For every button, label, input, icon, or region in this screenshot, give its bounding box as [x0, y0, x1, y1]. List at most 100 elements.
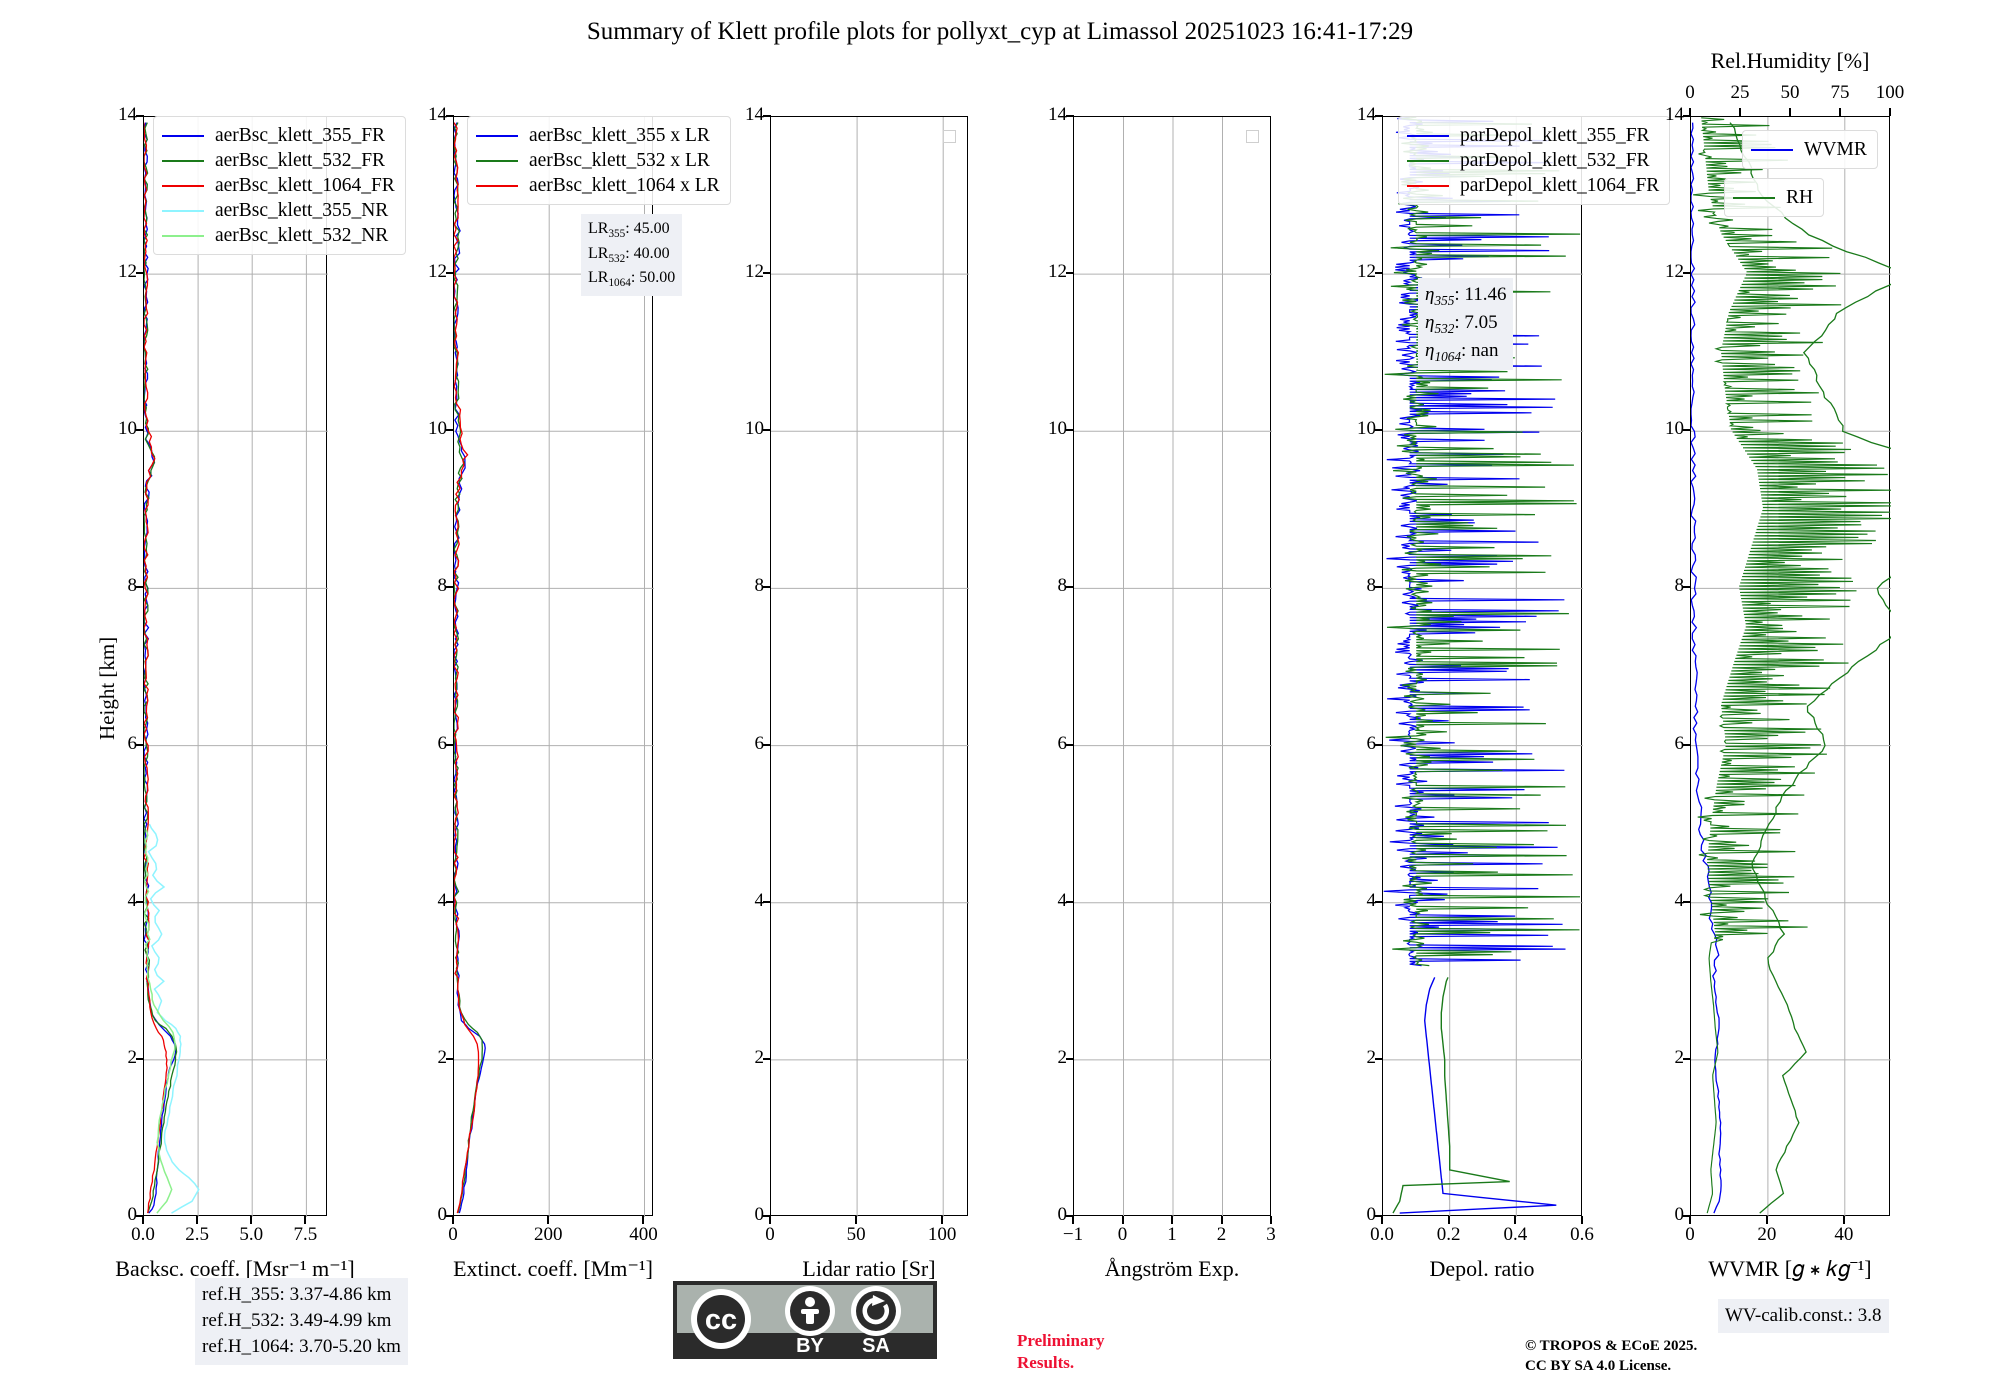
y-tick-label: 2: [754, 1046, 765, 1068]
x-tick-label: 20: [1757, 1224, 1777, 1245]
y-tick-label: 14: [745, 104, 764, 125]
annotation-value: : 7.05: [1454, 312, 1498, 334]
y-tick-label: 4: [437, 889, 448, 911]
legend-depolarization[interactable]: parDepol_klett_355_FR parDepol_klett_532_…: [1398, 116, 1671, 205]
legend-item-depolarization-0[interactable]: parDepol_klett_355_FR: [1407, 123, 1659, 148]
y-tick-label: 10: [428, 418, 447, 440]
legend-item-depolarization-2[interactable]: parDepol_klett_1064_FR: [1407, 173, 1659, 198]
legend-line-swatch: [1733, 196, 1775, 199]
y-tick-mark: [763, 1215, 771, 1217]
y-tick-label: 12: [745, 261, 764, 283]
legend-extinction[interactable]: aerBsc_klett_355 x LR aerBsc_klett_532 x …: [467, 116, 731, 205]
y-tick-mark: [1066, 272, 1074, 275]
y-tick-label: 0: [1674, 1204, 1685, 1225]
legend-item-backscatter-0[interactable]: aerBsc_klett_355_FR: [162, 123, 395, 148]
annotation-symbol: LR532: [588, 244, 626, 265]
legend-label: aerBsc_klett_355_FR: [215, 124, 386, 146]
legend-item-extinction-2[interactable]: aerBsc_klett_1064 x LR: [476, 173, 720, 198]
legend-item-extinction-1[interactable]: aerBsc_klett_532 x LR: [476, 148, 720, 173]
empty-legend-marker[interactable]: [1246, 130, 1259, 143]
wv-calib-text: WV-calib.const.: 3.8: [1725, 1305, 1882, 1326]
annotation-value: : 45.00: [625, 220, 670, 237]
y-tick-label: 2: [437, 1046, 448, 1068]
y-tick-mark: [1683, 1057, 1691, 1060]
y-tick-label: 8: [437, 575, 448, 597]
preliminary-results-note: Preliminary Results.: [1017, 1330, 1105, 1375]
x-tick-mark: [769, 1216, 771, 1224]
y-tick-mark: [763, 429, 771, 432]
x-tick-mark: [941, 1216, 944, 1224]
legend-line-swatch: [1407, 184, 1449, 187]
legend-wvmr-rh[interactable]: WVMR: [1742, 130, 1878, 169]
legend-item-backscatter-2[interactable]: aerBsc_klett_1064_FR: [162, 173, 395, 198]
y-tick-mark: [1375, 586, 1383, 589]
y-tick-mark: [1375, 115, 1383, 117]
y-tick-mark: [136, 272, 144, 275]
x-tick-label: 3: [1266, 1224, 1276, 1245]
top-tick-mark: [1689, 108, 1691, 116]
legend-label: aerBsc_klett_355 x LR: [529, 124, 710, 146]
copyright-box-line-0: © TROPOS & ECoE 2025.: [1525, 1338, 1698, 1354]
y-tick-label: 8: [754, 575, 765, 597]
x-tick-mark: [1270, 1216, 1272, 1224]
y-tick-label: 0: [127, 1204, 138, 1225]
plot-svg-backscatter: [144, 117, 328, 1217]
legend-line-swatch: [1407, 159, 1449, 162]
legend-item-backscatter-4[interactable]: aerBsc_klett_532_NR: [162, 223, 395, 248]
annotation-line: LR355: 45.00: [588, 218, 675, 243]
y-tick-label: 4: [754, 889, 765, 911]
y-tick-mark: [136, 743, 144, 746]
y-tick-label: 14: [118, 104, 137, 125]
x-tick-label: 0.4: [1503, 1224, 1528, 1245]
x-tick-mark: [642, 1216, 645, 1224]
y-tick-mark: [1683, 429, 1691, 432]
page-title: Summary of Klett profile plots for polly…: [586, 18, 1414, 45]
legend-item-wvmr-rh-1[interactable]: RH: [1733, 185, 1813, 210]
y-tick-label: 14: [428, 104, 447, 125]
legend-backscatter[interactable]: aerBsc_klett_355_FR aerBsc_klett_532_FR ae…: [153, 116, 406, 255]
legend-line-swatch: [162, 159, 204, 162]
x-tick-mark: [196, 1216, 199, 1224]
annotation-symbol: η355: [1425, 284, 1455, 308]
y-tick-label: 0: [1366, 1204, 1377, 1225]
y-tick-mark: [763, 900, 771, 903]
legend-label: aerBsc_klett_1064_FR: [215, 174, 395, 196]
annotation-symbol: LR1064: [588, 269, 631, 290]
y-tick-mark: [763, 586, 771, 589]
x-tick-mark: [1842, 1216, 1845, 1224]
y-tick-label: 12: [1665, 261, 1684, 283]
y-tick-mark: [446, 900, 454, 903]
y-tick-mark: [446, 743, 454, 746]
y-tick-mark: [1683, 1215, 1691, 1217]
top-tick-mark: [1839, 108, 1841, 116]
x-tick-mark: [1514, 1216, 1517, 1224]
legend-line-swatch: [162, 134, 204, 137]
y-tick-mark: [1683, 900, 1691, 903]
y-tick-label: 6: [754, 732, 765, 754]
x-axis-title-wvmr-rh: WVMR [𝑔 ∗ 𝑘𝑔⁻¹]: [1708, 1256, 1872, 1281]
empty-legend-marker[interactable]: [943, 130, 956, 143]
reference-height-annotation: ref.H_355: 3.37-4.86 km ref.H_532: 3.49-4…: [195, 1278, 408, 1365]
cc-by-label: BY: [796, 1335, 824, 1357]
legend-wvmr-rh-rh[interactable]: RH: [1724, 178, 1825, 217]
x-tick-label: 0: [1117, 1224, 1128, 1245]
y-tick-mark: [136, 586, 144, 589]
y-tick-mark: [1375, 429, 1383, 432]
legend-item-extinction-0[interactable]: aerBsc_klett_355 x LR: [476, 123, 720, 148]
y-tick-mark: [1683, 115, 1691, 117]
legend-item-wvmr-rh-0[interactable]: WVMR: [1751, 137, 1867, 162]
x-tick-mark: [1581, 1216, 1583, 1224]
plot-area-wvmr-rh: [1690, 116, 1891, 1217]
refh-box-line-0: ref.H_355: 3.37-4.86 km: [202, 1284, 392, 1305]
legend-item-depolarization-1[interactable]: parDepol_klett_532_FR: [1407, 148, 1659, 173]
legend-item-backscatter-3[interactable]: aerBsc_klett_355_NR: [162, 198, 395, 223]
x-tick-mark: [452, 1216, 454, 1224]
legend-item-backscatter-1[interactable]: aerBsc_klett_532_FR: [162, 148, 395, 173]
x-tick-label: 0.0: [131, 1224, 155, 1245]
copyright-note: © TROPOS & ECoE 2025. CC BY SA 4.0 Licens…: [1525, 1336, 1697, 1377]
y-tick-label: 12: [1357, 261, 1376, 283]
y-tick-mark: [763, 115, 771, 117]
x-tick-label: 0: [1685, 1224, 1695, 1245]
y-tick-label: 2: [1366, 1046, 1377, 1068]
